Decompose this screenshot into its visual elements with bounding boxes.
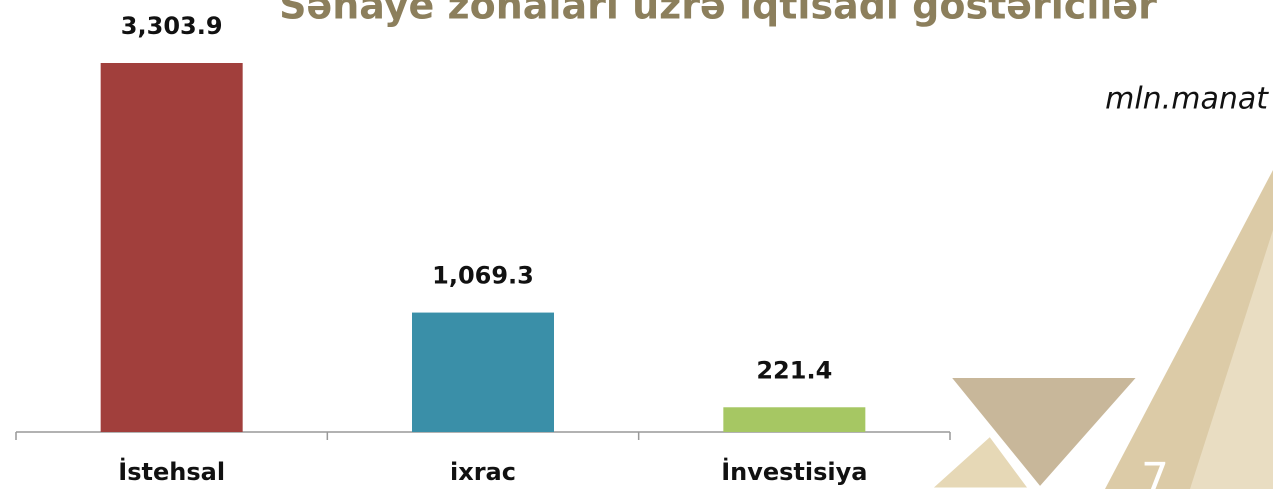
bar [101, 63, 243, 432]
decoration [930, 170, 1273, 489]
x-tick-label: İnvestisiya [721, 457, 867, 486]
chart: Sənaye zonaları üzrə iqtisadi göstəricil… [0, 0, 1273, 489]
value-label: 1,069.3 [432, 262, 534, 290]
x-tick-label: İstehsal [118, 457, 225, 486]
x-tick-label: ixrac [450, 458, 516, 486]
chart-subtitle: mln.manat [1105, 82, 1269, 117]
page-number: 7 [1141, 454, 1169, 489]
value-label: 3,303.9 [121, 12, 223, 40]
chart-title: Sənaye zonaları üzrə iqtisadi göstəricil… [279, 0, 1157, 28]
bar [723, 407, 865, 432]
value-label: 221.4 [756, 356, 832, 384]
bar [412, 313, 554, 432]
